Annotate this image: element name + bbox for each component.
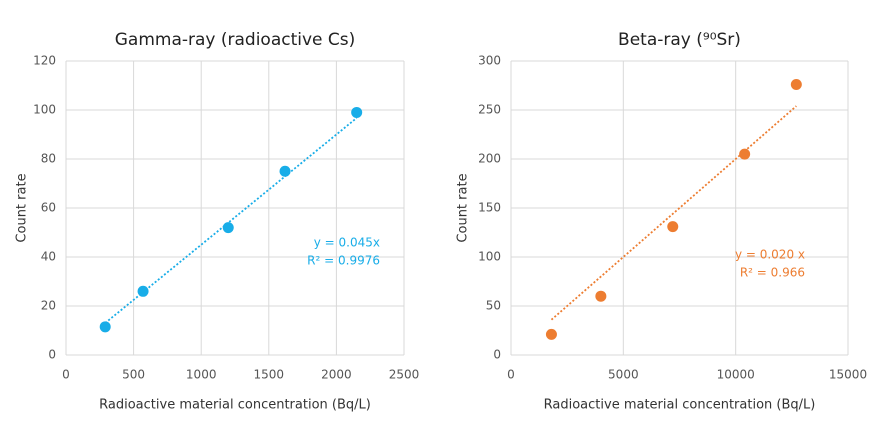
y-tick-label: 120 [33, 54, 56, 68]
x-tick-label: 1000 [186, 368, 217, 382]
x-tick-label: 2000 [321, 368, 352, 382]
y-tick-label: 100 [478, 250, 501, 264]
point [351, 106, 363, 118]
y-tick-label: 40 [41, 250, 56, 264]
x-tick-label: 15000 [829, 368, 867, 382]
y-tick-label: 250 [478, 103, 501, 117]
x-tick-label: 1500 [254, 368, 285, 382]
x-axis-label: Radioactive material concentration (Bq/L… [544, 398, 816, 413]
point [595, 290, 607, 302]
trendline [550, 105, 797, 321]
y-tick-label: 50 [486, 299, 501, 313]
y-tick-label: 200 [478, 152, 501, 166]
y-tick-label: 80 [41, 152, 56, 166]
y-axis-label: Count rate [456, 173, 471, 242]
x-tick-label: 0 [62, 368, 70, 382]
x-tick-label: 10000 [717, 368, 755, 382]
x-axis-label: Radioactive material concentration (Bq/L… [99, 398, 371, 413]
chart-title: Beta-ray (⁹⁰Sr) [618, 30, 741, 50]
point [137, 285, 149, 297]
trend-r2: R² = 0.9976 [307, 254, 380, 268]
chart-title: Gamma-ray (radioactive Cs) [115, 30, 356, 50]
point [99, 321, 111, 333]
point [545, 328, 557, 340]
y-tick-label: 300 [478, 54, 501, 68]
point [667, 221, 679, 233]
point [279, 165, 291, 177]
point [790, 79, 802, 91]
y-tick-label: 0 [48, 348, 56, 362]
y-axis-label: Count rate [15, 173, 30, 242]
y-tick-label: 150 [478, 201, 501, 215]
trend-equation: y = 0.045x [314, 236, 380, 250]
y-tick-label: 100 [33, 103, 56, 117]
x-tick-label: 500 [122, 368, 145, 382]
trend-r2: R² = 0.966 [740, 266, 805, 280]
trend-equation: y = 0.020 x [735, 248, 805, 262]
point [222, 222, 234, 234]
point [739, 148, 751, 160]
x-tick-label: 5000 [608, 368, 639, 382]
y-tick-label: 0 [493, 348, 501, 362]
x-tick-label: 0 [507, 368, 515, 382]
y-tick-label: 20 [41, 299, 56, 313]
y-tick-label: 60 [41, 201, 56, 215]
x-tick-label: 2500 [389, 368, 420, 382]
